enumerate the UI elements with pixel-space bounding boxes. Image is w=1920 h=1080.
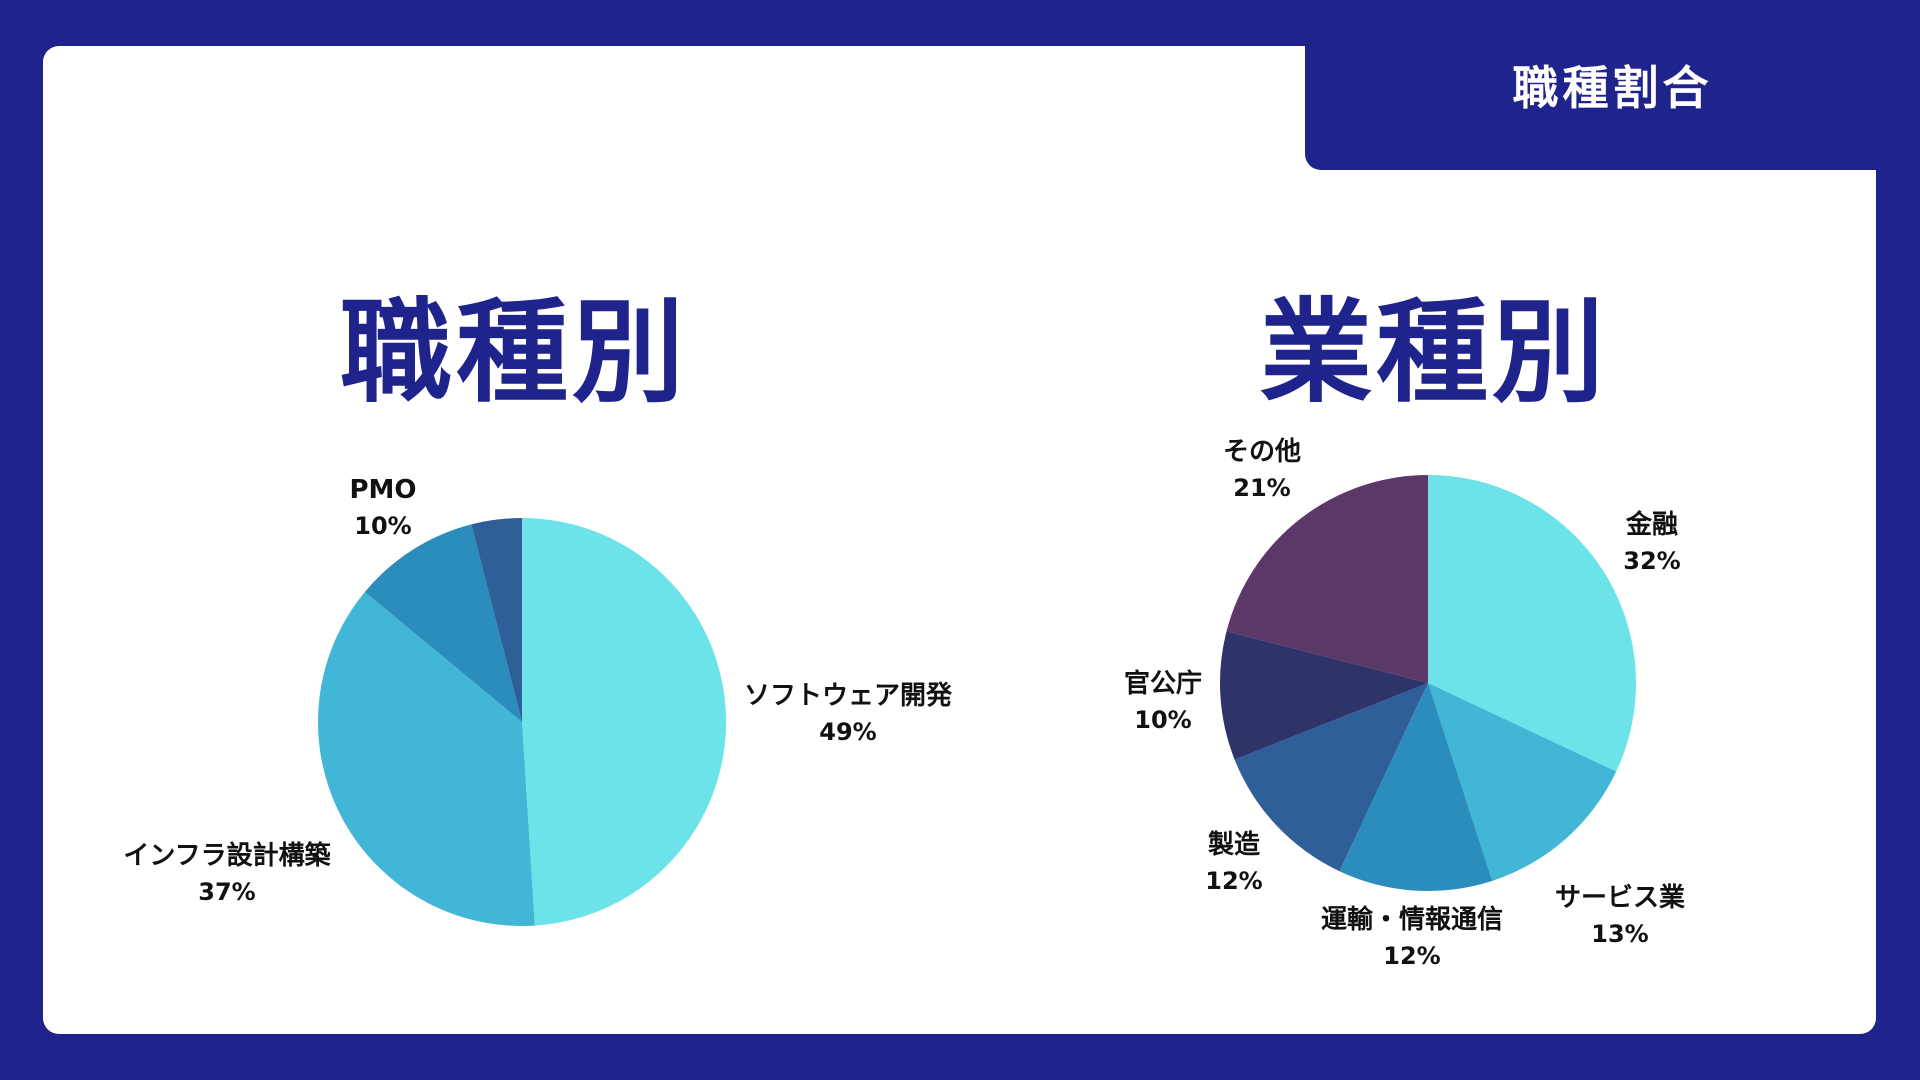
slice-label-percent: 12%: [1205, 867, 1263, 895]
slice-label: 金融 32%: [1623, 507, 1680, 579]
slice-label: 製造 12%: [1205, 827, 1262, 899]
pie-slice: [1428, 683, 1617, 881]
pie-slice: [1219, 631, 1428, 760]
slice-label-percent: 32%: [1623, 547, 1681, 575]
slice-label-name: 官公庁: [1123, 669, 1203, 699]
pie-slice: [1226, 475, 1428, 683]
slice-label-percent: 10%: [354, 512, 412, 540]
slice-label-name: 製造: [1207, 830, 1261, 860]
pie-slice: [318, 591, 535, 927]
pie-slice: [1428, 475, 1636, 772]
slice-label-percent: 13%: [1591, 920, 1649, 948]
slice-label-name: 運輸・情報通信: [1320, 905, 1504, 935]
slice-label-percent: 21%: [1233, 474, 1291, 502]
slice-label: 運輸・情報通信 12%: [1321, 902, 1503, 974]
chart-title-industry: 業種別: [1260, 288, 1608, 418]
chart-title-occupation: 職種別: [340, 288, 688, 418]
pie-slice: [364, 524, 522, 722]
slice-label-percent: 12%: [1383, 942, 1441, 970]
pie-slice: [1234, 683, 1428, 872]
slice-label-name: ソフトウェア開発: [743, 681, 953, 711]
slice-label-name: PMO: [349, 475, 417, 505]
slice-label-name: その他: [1222, 437, 1302, 467]
header-title: 職種割合: [1512, 61, 1713, 115]
slice-label: 官公庁 10%: [1124, 666, 1202, 738]
slice-label-percent: 10%: [1134, 706, 1192, 734]
pie-slice: [522, 517, 727, 926]
pie-slice: [471, 518, 522, 722]
slice-label: インフラ設計構築 37%: [123, 838, 330, 910]
slice-label-name: 金融: [1625, 510, 1679, 540]
slice-label: サービス業 13%: [1555, 880, 1685, 952]
slice-label: PMO 10%: [349, 472, 416, 544]
slice-label: その他 21%: [1223, 434, 1301, 506]
slice-label-percent: 37%: [198, 878, 256, 906]
slice-label-percent: 49%: [819, 718, 877, 746]
pie-slice: [1339, 683, 1493, 891]
slice-label-name: サービス業: [1554, 883, 1686, 913]
slice-label: ソフトウェア開発 49%: [744, 678, 952, 750]
header-tab: 職種割合: [1305, 0, 1920, 170]
slice-label-name: インフラ設計構築: [123, 841, 331, 871]
